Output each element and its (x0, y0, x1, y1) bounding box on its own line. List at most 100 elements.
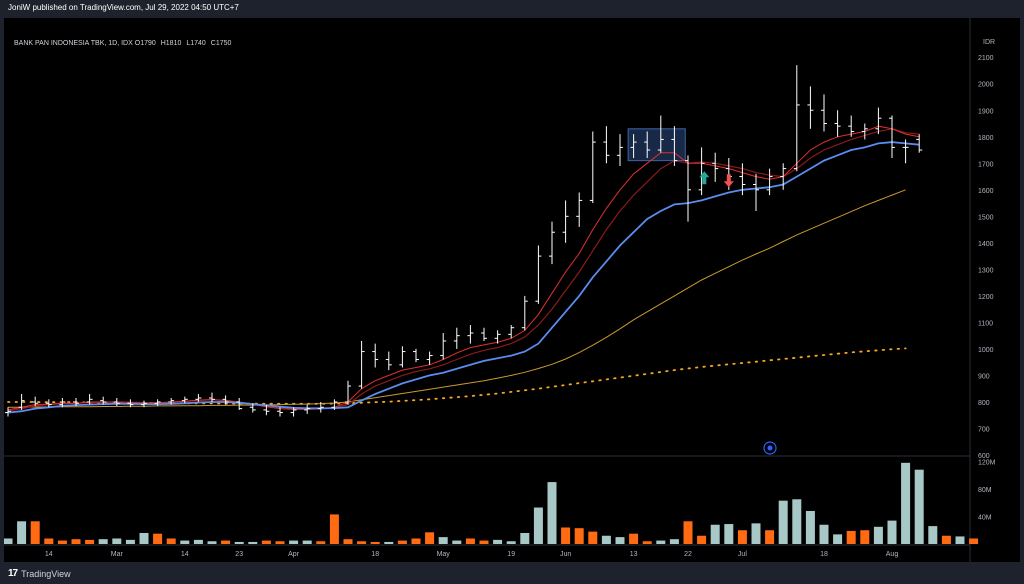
volume-bar (805, 510, 815, 544)
legend-low: 1740 (190, 40, 206, 47)
volume-bar (669, 539, 679, 544)
top-bar: JoniW published on TradingView.com, Jul … (0, 0, 1024, 18)
price-tick-label: 800 (978, 400, 990, 407)
buy-arrow-icon (699, 171, 710, 185)
volume-bar (248, 541, 258, 544)
price-tick-label: 1100 (978, 320, 993, 327)
price-tick-label: 1700 (978, 161, 994, 168)
time-tick-label: Jun (560, 551, 571, 558)
volume-bar (765, 530, 775, 544)
volume-bar (193, 539, 203, 544)
volume-bar (384, 541, 394, 544)
volume-bar (370, 541, 380, 544)
volume-tick-label: 40M (978, 514, 992, 521)
volume-bar (44, 538, 54, 544)
time-tick-label: 18 (371, 551, 379, 558)
volume-bar (357, 541, 367, 544)
volume-bar (887, 520, 897, 544)
volume-bar (751, 523, 761, 544)
volume-bar (860, 530, 870, 544)
tradingview-logo-icon: 17 (8, 568, 18, 579)
volume-bar (139, 532, 149, 544)
volume-tick-label: 80M (978, 487, 992, 494)
price-tick-label: 600 (978, 453, 990, 460)
volume-bar (316, 541, 326, 544)
price-tick-label: 1300 (978, 267, 994, 274)
volume-bar (601, 535, 611, 544)
ema-fast-line (7, 125, 920, 411)
chart-area[interactable]: 2100 2000 1900 1800 1700 1600 1500 1400 1300 1200… (4, 18, 1020, 562)
time-tick-label: Apr (288, 551, 300, 558)
legend-open-label: O (134, 40, 141, 47)
legend-close: 1750 (215, 40, 232, 47)
legend-symbol: BANK PAN INDONESIA TBK, 1D, IDX (14, 40, 133, 47)
volume-bar (397, 540, 407, 544)
tradingview-brand[interactable]: 17 TradingView (8, 568, 71, 579)
price-tick-label: 700 (978, 426, 990, 433)
volume-bar (710, 524, 720, 544)
volume-bar (697, 535, 707, 544)
price-tick-label: 2000 (978, 82, 994, 89)
dividend-marker-dot (767, 445, 773, 451)
volume-bar (629, 533, 639, 544)
ema-blue-line (7, 141, 920, 414)
volume-bar (955, 536, 965, 544)
volume-bar (261, 540, 271, 544)
volume-bar (57, 540, 67, 544)
time-tick-label: Mar (111, 551, 124, 558)
volume-bar (615, 537, 625, 544)
time-tick-label: 19 (507, 551, 515, 558)
legend-close-label: C (210, 40, 216, 47)
volume-bar (533, 507, 543, 544)
volume-bar (724, 524, 734, 544)
time-tick-label: 13 (630, 551, 638, 558)
volume-bar (234, 541, 244, 544)
volume-bar (125, 539, 135, 544)
price-tick-label: 900 (978, 373, 990, 380)
chart-svg[interactable]: 2100 2000 1900 1800 1700 1600 1500 1400 1300 1200… (4, 18, 1020, 562)
volume-bar (425, 532, 435, 544)
price-tick-label: 1800 (978, 135, 994, 142)
volume-bar (98, 539, 108, 544)
volume-bar (792, 499, 802, 544)
time-tick-label: Jul (738, 551, 747, 558)
volume-bar (683, 521, 693, 544)
volume-bar (17, 521, 27, 544)
volume-bar (85, 539, 95, 544)
volume-bar (289, 540, 299, 544)
volume-bar (588, 531, 598, 544)
time-tick-label: Aug (886, 551, 899, 558)
brand-name: TradingView (21, 568, 71, 579)
chart-legend: BANK PAN INDONESIA TBK, 1D, IDX O1790 H1… (14, 40, 234, 47)
ema-dark-line (7, 128, 920, 412)
volume-bar (30, 521, 40, 544)
volume-bar (465, 538, 475, 544)
sell-arrow-icon (723, 174, 734, 188)
volume-bar (928, 526, 938, 544)
price-tick-label: 1200 (978, 294, 994, 301)
volume-bar (561, 527, 571, 544)
price-tick-label: 1600 (978, 188, 994, 195)
volume-bar (574, 528, 584, 544)
ma-dotted-line (7, 347, 907, 405)
volume-bar (819, 524, 829, 544)
time-tick-label: 23 (235, 551, 243, 558)
legend-low-label: L (186, 40, 191, 47)
volume-bar (656, 540, 666, 544)
published-text: JoniW published on TradingView.com, Jul … (8, 3, 239, 12)
volume-bar (873, 526, 883, 544)
volume-bar (4, 538, 13, 544)
time-tick-label: 22 (684, 551, 692, 558)
volume-bar (153, 533, 163, 544)
volume-bar (411, 538, 421, 544)
volume-bar (479, 540, 489, 544)
price-tick-label: 2100 (978, 55, 994, 62)
time-tick-label: 14 (45, 551, 53, 558)
ma-gold-line (8, 189, 906, 408)
volume-bar (901, 462, 911, 544)
volume-bar (302, 540, 312, 544)
time-tick-label: May (437, 551, 451, 558)
volume-bar (778, 500, 788, 544)
legend-high: 1810 (165, 40, 182, 47)
volume-bar (914, 469, 924, 544)
